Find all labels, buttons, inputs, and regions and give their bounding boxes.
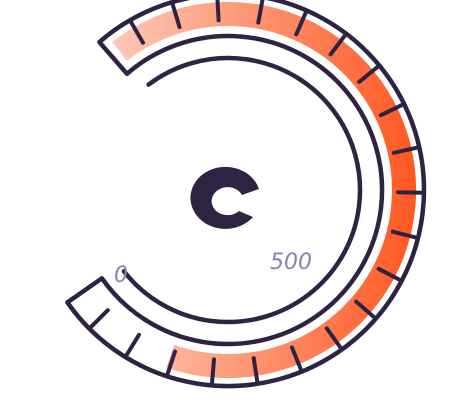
gauge-tick bbox=[251, 356, 260, 384]
gauge-tick bbox=[390, 229, 419, 240]
gauge-inner-arc bbox=[121, 55, 363, 325]
gauge-tick bbox=[328, 33, 347, 57]
gauge-tick bbox=[215, 0, 221, 23]
gauge-tick bbox=[124, 332, 141, 358]
gauge-tick bbox=[129, 20, 145, 45]
gauge-tick bbox=[391, 145, 420, 155]
gauge-tick bbox=[170, 2, 182, 30]
gauge-tick bbox=[210, 357, 216, 386]
gauge-ticks bbox=[88, 0, 424, 386]
gauge-tick bbox=[88, 308, 110, 330]
gauge-max-label: 500 bbox=[270, 250, 312, 275]
gauge-tick bbox=[294, 10, 308, 37]
gauge-tick bbox=[324, 326, 343, 350]
gauge-tick bbox=[354, 299, 377, 320]
gauge-tick bbox=[256, 0, 265, 25]
gauge-min-label: 0 bbox=[114, 263, 128, 288]
gauge-tick bbox=[357, 64, 380, 84]
c-logo-icon bbox=[190, 166, 259, 229]
gauge-tick bbox=[378, 102, 405, 118]
gauge-tick bbox=[290, 345, 303, 372]
gauge-outer-band bbox=[65, 0, 427, 389]
gauge-tick bbox=[165, 349, 177, 377]
gauge-tick bbox=[376, 266, 402, 282]
